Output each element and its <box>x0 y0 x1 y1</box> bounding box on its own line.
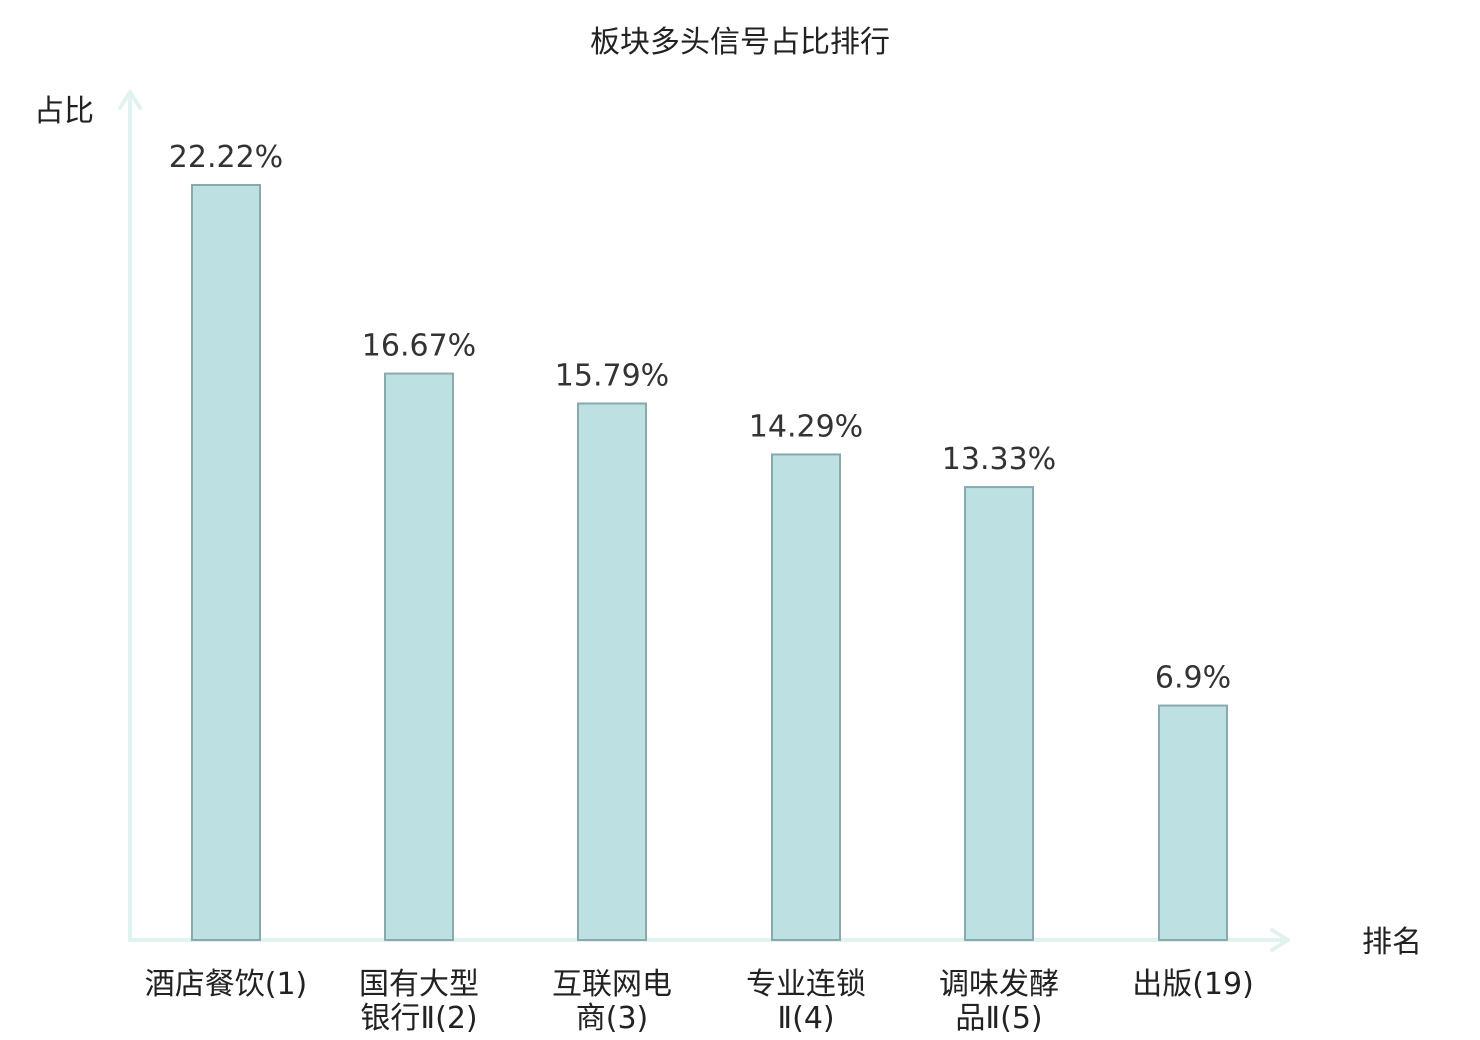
x-axis-label: 排名 <box>1362 925 1422 960</box>
x-axis-arrow <box>1270 928 1290 952</box>
category-label-6: 出版(19) <box>1132 967 1254 1002</box>
category-label-5: 调味发酵品Ⅱ(5) <box>939 967 1059 1036</box>
bar-value-label-1: 22.22% <box>169 140 283 175</box>
y-axis-label: 占比 <box>34 94 94 129</box>
category-label-4-line-2: Ⅱ(4) <box>777 1001 834 1036</box>
category-label-1-line-1: 酒店餐饮(1) <box>145 967 308 1002</box>
category-label-4: 专业连锁 Ⅱ(4) <box>746 967 866 1036</box>
category-label-2-line-2: 银行Ⅱ(2) <box>360 1001 477 1036</box>
bar-1 <box>191 184 261 941</box>
category-labels-layer: 酒店餐饮(1) 国有大型银行Ⅱ(2) 互联网电商(3) 专业连锁 Ⅱ(4) 调味发酵品Ⅱ(… <box>145 967 1254 1036</box>
bar-4 <box>771 453 841 941</box>
category-label-4-line-1: 专业连锁 <box>746 967 866 1002</box>
bar-value-label-3: 15.79% <box>555 358 669 393</box>
category-label-5-line-2: 品Ⅱ(5) <box>955 1001 1042 1036</box>
bar-value-label-6: 6.9% <box>1155 661 1231 696</box>
bar-2 <box>384 372 454 942</box>
y-axis-arrow <box>118 90 142 110</box>
category-label-3: 互联网电商(3) <box>552 967 672 1036</box>
category-label-2: 国有大型银行Ⅱ(2) <box>359 967 479 1036</box>
category-label-5-line-1: 调味发酵 <box>939 967 1059 1002</box>
bar-6 <box>1158 704 1228 942</box>
bar-value-label-4: 14.29% <box>749 409 863 444</box>
bar-3 <box>577 402 647 942</box>
category-label-3-line-2: 商(3) <box>576 1001 649 1036</box>
bar-value-label-5: 13.33% <box>942 442 1056 477</box>
category-label-3-line-1: 互联网电 <box>552 967 672 1002</box>
category-label-6-line-1: 出版(19) <box>1132 967 1254 1002</box>
bar-5 <box>964 486 1034 941</box>
bar-value-label-2: 16.67% <box>362 329 476 364</box>
bars-layer <box>191 184 1228 942</box>
category-label-1: 酒店餐饮(1) <box>145 967 308 1002</box>
value-labels-layer: 22.22% 16.67% 15.79% 14.29% 13.33% 6.9% <box>169 140 1231 696</box>
chart-title: 板块多头信号占比排行 <box>590 25 890 60</box>
category-label-2-line-1: 国有大型 <box>359 967 479 1002</box>
